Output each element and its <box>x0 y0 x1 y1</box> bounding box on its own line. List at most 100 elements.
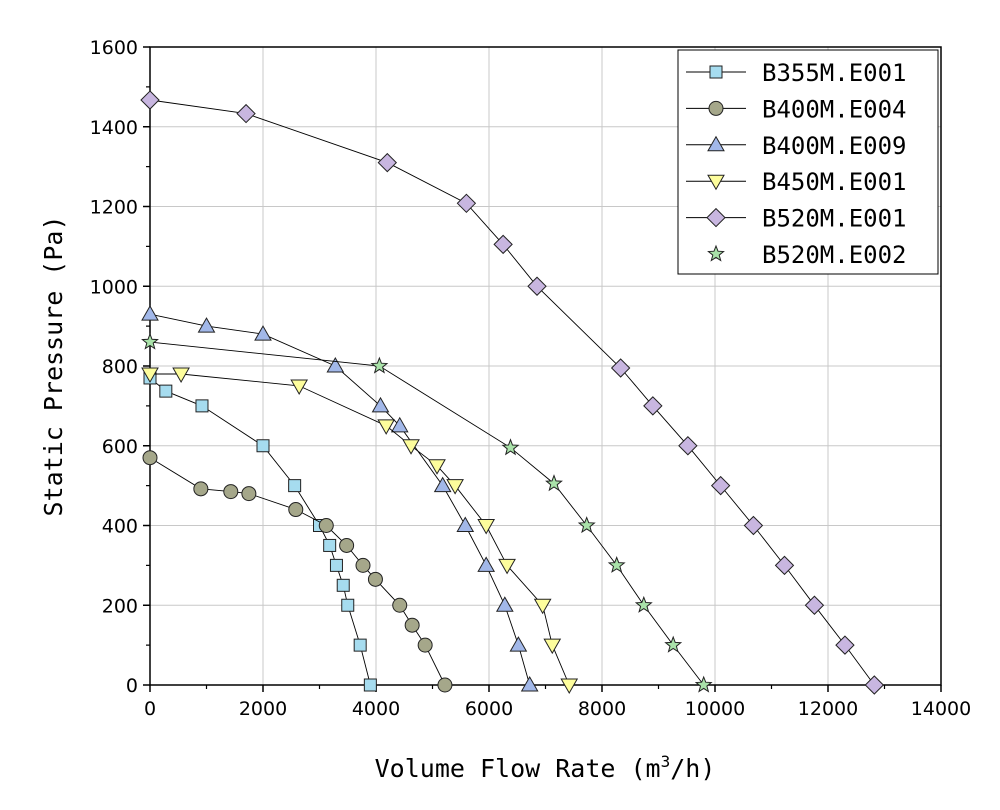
y-tick-label: 200 <box>102 595 138 617</box>
series-line-b400m-e009 <box>149 313 531 686</box>
data-point-b520m-e001 <box>527 276 547 296</box>
data-point-b520m-e002 <box>577 516 596 534</box>
data-point-b355m-e001 <box>288 479 302 493</box>
data-point-b520m-e002 <box>141 332 159 350</box>
x-tick-label: 14000 <box>911 698 971 720</box>
series-b355m-e001 <box>143 371 377 692</box>
data-point-b520m-e001 <box>743 515 764 536</box>
series-group <box>140 90 885 695</box>
legend-label: B355M.E001 <box>762 59 907 87</box>
data-point-b400m-e004 <box>355 557 371 573</box>
x-tick-label: 2000 <box>239 698 287 720</box>
series-b450m-e001 <box>141 367 579 695</box>
data-point-b355m-e001 <box>195 399 209 413</box>
data-point-b400m-e009 <box>371 396 390 413</box>
data-point-b520m-e002 <box>370 356 389 374</box>
data-point-b520m-e001 <box>377 152 398 173</box>
data-point-b520m-e001 <box>678 436 698 456</box>
data-point-b450m-e001 <box>290 379 309 395</box>
legend-entry-b450m-e001: B450M.E001 <box>686 168 907 196</box>
data-point-b400m-e004 <box>392 597 408 613</box>
data-point-b355m-e001 <box>363 678 377 692</box>
data-point-b400m-e004 <box>193 481 209 497</box>
data-point-b520m-e001 <box>493 234 513 255</box>
legend-marker <box>707 244 725 262</box>
data-point-b520m-e001 <box>804 595 825 615</box>
y-axis-title: Static Pressure (Pa) <box>39 215 68 516</box>
data-point-b520m-e002 <box>694 675 713 693</box>
data-point-b355m-e001 <box>336 578 350 592</box>
data-point-b520m-e002 <box>545 474 563 492</box>
data-point-b450m-e001 <box>402 439 420 455</box>
data-point-b355m-e001 <box>159 384 173 398</box>
data-point-b520m-e002 <box>607 556 626 573</box>
data-point-b450m-e001 <box>428 459 446 475</box>
x-tick-label: 6000 <box>465 698 513 720</box>
series-line-b355m-e001 <box>149 377 371 686</box>
data-point-b520m-e001 <box>774 555 795 576</box>
data-point-b450m-e001 <box>560 678 579 695</box>
data-point-b520m-e001 <box>710 475 731 496</box>
data-point-b400m-e009 <box>390 416 409 433</box>
data-point-b520m-e001 <box>610 358 631 378</box>
data-point-b520m-e001 <box>236 103 256 124</box>
legend-label: B520M.E002 <box>762 241 907 269</box>
data-point-b400m-e009 <box>254 325 272 341</box>
data-point-b355m-e001 <box>353 638 367 652</box>
x-tick-label: 4000 <box>352 698 400 720</box>
legend-marker <box>709 65 723 79</box>
data-point-b400m-e004 <box>367 571 383 587</box>
legend-box <box>677 49 939 275</box>
data-point-b400m-e004 <box>288 502 304 518</box>
data-point-b520m-e001 <box>456 193 477 214</box>
data-point-b400m-e004 <box>339 537 355 553</box>
legend-entry-b400m-e009: B400M.E009 <box>686 132 907 160</box>
data-point-b520m-e002 <box>634 595 653 613</box>
data-point-b450m-e001 <box>141 367 159 383</box>
data-point-b520m-e002 <box>664 635 683 653</box>
legend-label: B450M.E001 <box>762 168 907 196</box>
legend-marker <box>706 207 726 228</box>
data-point-b450m-e001 <box>377 419 396 435</box>
legend-marker <box>707 135 725 152</box>
data-point-b400m-e004 <box>223 484 239 500</box>
data-point-b400m-e004 <box>241 486 257 502</box>
x-tick-label: 8000 <box>578 698 626 720</box>
series-b400m-e009 <box>141 305 539 692</box>
legend: B355M.E001 B400M.E004 B400M.E009 B450M.E001… <box>677 49 939 275</box>
data-point-b450m-e001 <box>446 479 464 495</box>
legend-label: B400M.E004 <box>762 95 907 123</box>
data-point-b400m-e004 <box>142 450 158 466</box>
y-tick-label: 1600 <box>90 37 138 59</box>
series-b520m-e002 <box>141 332 713 693</box>
y-tick-label: 1200 <box>90 197 138 219</box>
y-tick-label: 400 <box>102 516 138 538</box>
data-point-b355m-e001 <box>323 538 337 552</box>
data-point-b355m-e001 <box>341 598 355 612</box>
data-point-b520m-e001 <box>140 90 160 110</box>
series-b400m-e004 <box>142 450 453 693</box>
y-tick-label: 600 <box>102 436 138 458</box>
data-point-b400m-e004 <box>404 617 420 633</box>
axis-ticks: 0 2000 4000 6000 8000 10000 12000 14000 0 200 400 6… <box>90 37 972 720</box>
data-point-b355m-e001 <box>256 439 270 453</box>
data-point-b400m-e004 <box>437 677 453 693</box>
y-tick-label: 1400 <box>90 117 138 139</box>
data-point-b400m-e009 <box>141 305 159 321</box>
data-point-b520m-e001 <box>643 396 663 416</box>
legend-label: B400M.E009 <box>762 132 907 160</box>
data-point-b400m-e009 <box>456 516 475 532</box>
data-point-b450m-e001 <box>533 598 552 615</box>
legend-label: B520M.E001 <box>762 205 907 233</box>
legend-entry-b520m-e002: B520M.E002 <box>707 241 907 269</box>
data-point-b520m-e001 <box>864 675 885 695</box>
data-point-b400m-e009 <box>495 596 514 612</box>
y-tick-label: 1000 <box>90 276 138 298</box>
data-point-b450m-e001 <box>498 558 516 575</box>
legend-entry-b400m-e004: B400M.E004 <box>686 95 907 123</box>
data-point-b400m-e009 <box>509 636 528 652</box>
data-point-b400m-e009 <box>477 556 496 572</box>
x-tick-label: 12000 <box>798 698 858 720</box>
